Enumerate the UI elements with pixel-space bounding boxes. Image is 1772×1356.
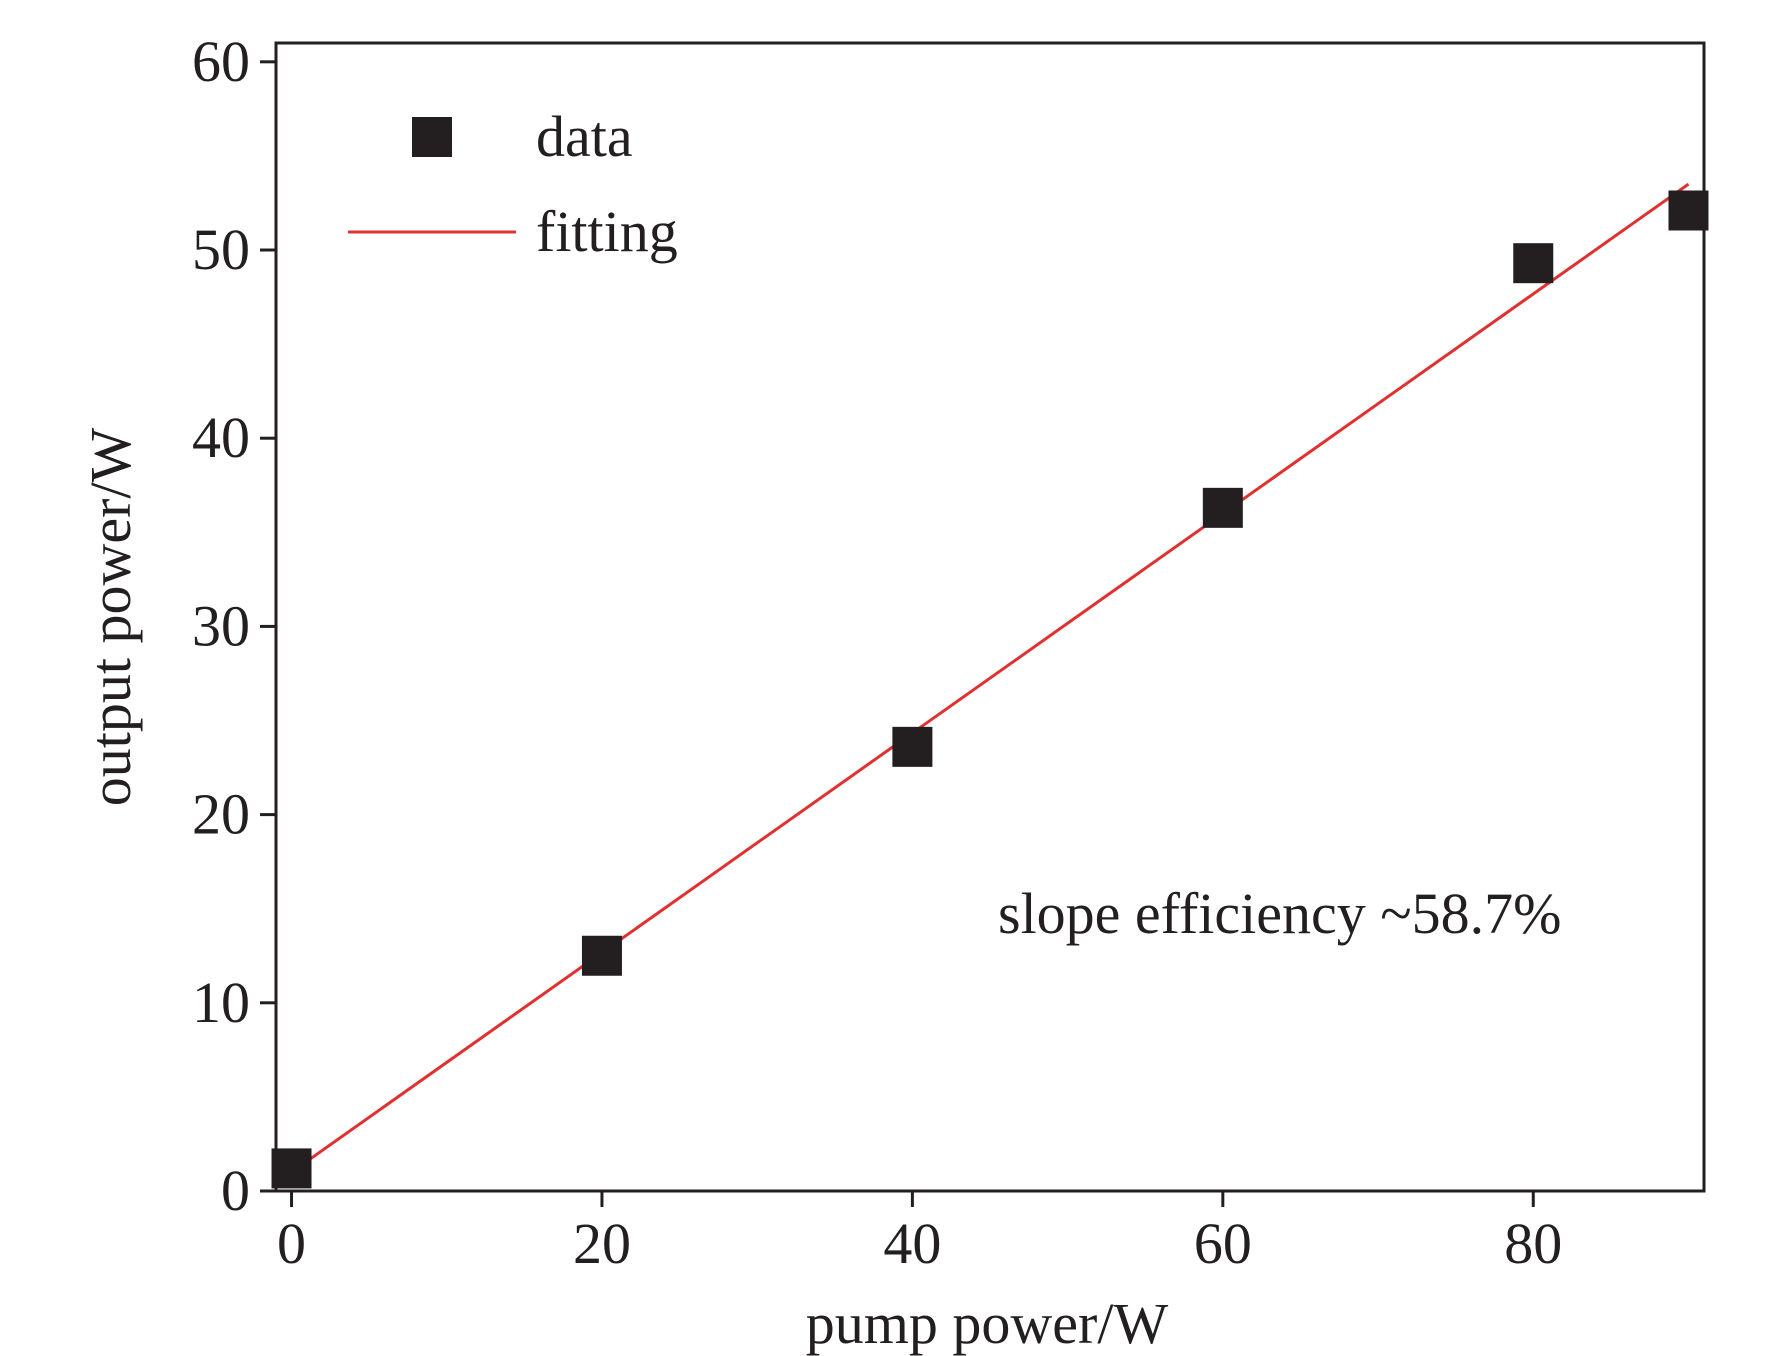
legend-data-label: data	[536, 104, 633, 169]
y-tick-label: 50	[192, 217, 250, 282]
x-axis-label: pump power/W	[806, 1291, 1169, 1356]
x-tick-label: 40	[883, 1211, 941, 1276]
data-point	[581, 935, 622, 976]
x-tick-label: 60	[1194, 1211, 1252, 1276]
y-axis-label: output power/W	[78, 427, 143, 806]
x-tick-label: 0	[277, 1211, 306, 1276]
y-tick-label: 30	[192, 593, 250, 658]
legend-data-marker	[412, 117, 452, 157]
y-tick-label: 40	[192, 405, 250, 470]
fitting-line	[290, 182, 1690, 1174]
data-point	[271, 1148, 312, 1189]
plot-frame	[274, 41, 1706, 1193]
frame-layer	[274, 41, 1706, 1193]
x-tick-label: 80	[1504, 1211, 1562, 1276]
y-tick-label: 0	[221, 1158, 250, 1223]
legend-fitting-label: fitting	[536, 199, 678, 264]
data-point	[1513, 243, 1554, 284]
slope-efficiency-annotation: slope efficiency ~58.7%	[998, 881, 1561, 946]
data-point	[1668, 190, 1709, 231]
series-layer	[271, 182, 1709, 1189]
data-point	[1202, 487, 1243, 528]
y-tick-label: 10	[192, 970, 250, 1035]
y-tick-label: 60	[192, 29, 250, 94]
tick-layer: 0 20 40 60 80 0 10 20 30 40 50 60	[192, 29, 1562, 1276]
x-tick-label: 20	[573, 1211, 631, 1276]
y-tick-label: 20	[192, 782, 250, 847]
legend-layer: data fitting	[348, 104, 678, 264]
data-point	[892, 726, 933, 767]
